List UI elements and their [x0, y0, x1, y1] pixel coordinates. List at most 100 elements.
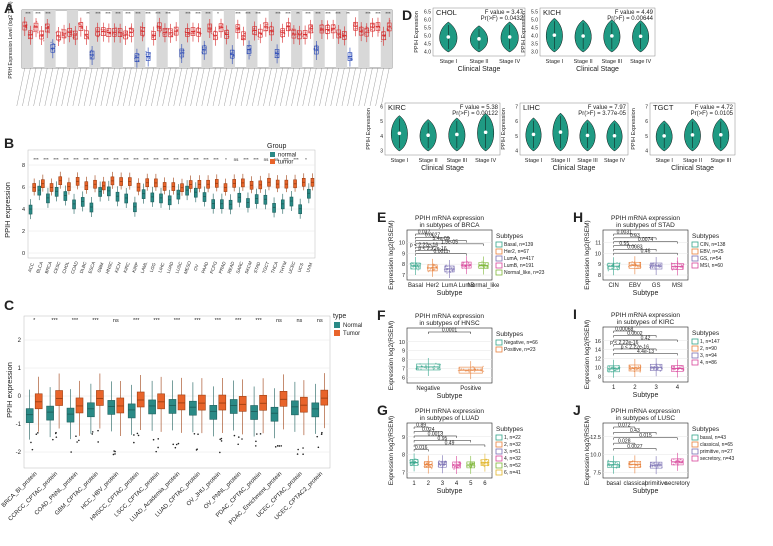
- panel-i-legend-swatch-1: [691, 345, 699, 352]
- panel-h-cat-1-point: [630, 265, 632, 268]
- panel-b-normal-THYM-box: [280, 199, 285, 210]
- panel-c-outlier-LUAD_Academia_protein: [175, 443, 178, 446]
- panel-g-cat-3-point: [458, 461, 460, 464]
- panel-c-outlier-OV_JHU_protein: [220, 437, 223, 440]
- panel-g-pval-4: 0.49: [445, 440, 455, 446]
- panel-g-cat-1-point: [425, 466, 427, 468]
- panel-i-cat-3-point: [678, 366, 681, 369]
- panel-g-title1: PPIH mRNA expression: [415, 408, 484, 415]
- panel-c-tumor-LUAD_Academia_protein-box: [177, 394, 186, 411]
- panel-g-cat-5-point: [481, 460, 483, 462]
- panel-c-tumor-HNSCC_CPTAC_protein-box: [136, 391, 145, 408]
- panel-i-cat-3-point: [674, 368, 676, 371]
- panel-c-legend-swatch-0: [334, 322, 340, 328]
- panel-b-xlabel-PRAD: PRAD: [218, 260, 227, 274]
- panel-d-lihc-stage-3: Stage IV: [604, 158, 625, 164]
- panel-e-bracket-4: [415, 246, 433, 250]
- panel-a-sample-23-point: [151, 33, 154, 36]
- panel-c-outlier-UCEC_CPTAC_protein: [302, 447, 304, 449]
- panel-e-cat-0-point: [417, 263, 419, 265]
- panel-g-pval-3: 0.95: [438, 436, 448, 442]
- panel-a-sample-33-point: [210, 32, 213, 35]
- panel-c-tumor-LSCC_CPTAC_protein-box: [157, 393, 165, 410]
- panel-g-cat-3-point: [458, 465, 461, 468]
- panel-i-pval-3: p < 2.22e-16: [610, 340, 638, 346]
- panel-e-cat-1-point: [429, 268, 432, 270]
- panel-j-frame: [602, 422, 689, 479]
- panel-d-chol-stage-0: Stage I: [440, 59, 458, 65]
- panel-d-lihc-violin-median-2: [585, 133, 590, 138]
- panel-e-legend-swatch-4: [495, 269, 503, 276]
- panel-c-outlier-UCEC_CPTAC_protein: [302, 453, 304, 455]
- panel-a-sample-16-point: [114, 33, 116, 36]
- panel-a-star-36: ***: [385, 11, 391, 16]
- panel-h-legend-3: MSI, n=60: [700, 263, 723, 269]
- panel-c-xlabel-HCC_HBV_protein: HCC_HBV_protein: [80, 471, 120, 511]
- panel-b-normal-UCEC-box: [289, 196, 294, 207]
- panel-a-star-18: ***: [205, 11, 211, 16]
- panel-c-outlier-CCRCC_CPTAC_protein: [55, 431, 57, 434]
- panel-a-xtick-62: [364, 67, 373, 107]
- panel-a-shade: [246, 10, 258, 68]
- panel-j-cat-2-point: [650, 462, 653, 464]
- panel-b-normal-LIHC-box: [159, 193, 163, 204]
- panel-a-sample-49-point: [297, 32, 300, 35]
- panel-j-cat-0-point: [608, 465, 611, 467]
- panel-b-ytick-0: 8: [22, 163, 25, 169]
- panel-c-outlier-LSCC_CPTAC_protein: [157, 446, 159, 449]
- panel-a-star-14: ***: [165, 11, 171, 16]
- panel-a-xtick-49: [291, 67, 300, 107]
- panel-b-xlabel-UCS: UCS: [297, 262, 305, 273]
- panel-a-sample-33-point: [210, 28, 212, 31]
- panel-g-cat-4-point: [468, 462, 471, 464]
- panel-i-bracket-0: [613, 330, 636, 333]
- panel-i-cat-2-point: [653, 368, 655, 370]
- panel-d-kich-ytick-2: 4.0: [531, 34, 538, 40]
- panel-e-xtick-1: Her2: [426, 283, 440, 289]
- panel-g-cat-1-point: [430, 467, 433, 470]
- panel-b-normal-THCA-box: [272, 203, 276, 213]
- panel-b-xlabel-COAD: COAD: [70, 260, 79, 275]
- panel-j-cat-2-point: [656, 463, 658, 465]
- panel-d-kirc-xlabel: Clinical Stage: [421, 165, 464, 172]
- panel-c-outlier-LSCC_CPTAC_protein: [155, 450, 157, 453]
- panel-a-star-17: ***: [195, 11, 201, 16]
- panel-a-xtick-24: [151, 67, 160, 107]
- panel-f-ytick-4: 6: [402, 376, 405, 382]
- panel-a-sample-58-point: [350, 53, 352, 55]
- panel-e-ytick-0: 10: [399, 241, 405, 247]
- panel-i-xtick-1: 2: [633, 385, 637, 391]
- panel-j-xtick-1: classical: [624, 481, 647, 487]
- panel-c-tumor-LUAD_CPTAC_protein-box: [198, 394, 206, 411]
- panel-g-cat-5-point: [482, 463, 484, 466]
- panel-a-sample-58-point: [348, 57, 350, 59]
- panel-a-shade: [44, 10, 56, 68]
- panel-i-cat-2-point: [651, 365, 653, 368]
- panel-d-tgct-ytick-2: 6: [645, 119, 648, 125]
- panel-c-star-4: ns: [113, 318, 119, 324]
- panel-c-outlier-CCRCC_CPTAC_protein: [52, 438, 54, 441]
- panel-c-outlier-PDAC_CPTAC_protein: [259, 433, 262, 435]
- panel-c-outlier-COAD_PNNL_protein: [76, 441, 78, 443]
- panel-a-star-22: ***: [245, 11, 251, 16]
- panel-j-legend-swatch-1: [691, 441, 699, 448]
- panel-c-outlier-PDAC_CPTAC_protein: [254, 445, 257, 447]
- panel-a-xtick-10: [72, 67, 82, 107]
- panel-d-chol-xlabel: Clinical Stage: [458, 66, 501, 73]
- panel-a-star-6: **: [86, 11, 90, 16]
- panel-e-cat-2-point: [451, 269, 453, 272]
- panel-h-bracket-5: [613, 252, 678, 256]
- panel-b-normal-COAD-box: [72, 199, 76, 210]
- panel-a-xtick-8: [61, 67, 70, 107]
- panel-g-cat-0-point: [412, 460, 414, 462]
- panel-c-star-14: ns: [317, 318, 323, 324]
- panel-a-sample-12-point: [90, 49, 93, 52]
- panel-b-normal-GBM-box: [98, 187, 102, 197]
- panel-c-normal-LSCC_CPTAC_protein-box: [148, 399, 156, 415]
- panel-a-xtick-22: [139, 67, 149, 107]
- panel-d-lihc-stage-2: Stage III: [577, 158, 598, 164]
- panel-a-sample-4-point: [47, 29, 49, 31]
- panel-i-cat-1-point: [636, 368, 638, 370]
- panel-d-kirc-fvalue: F value = 5.38: [460, 105, 499, 111]
